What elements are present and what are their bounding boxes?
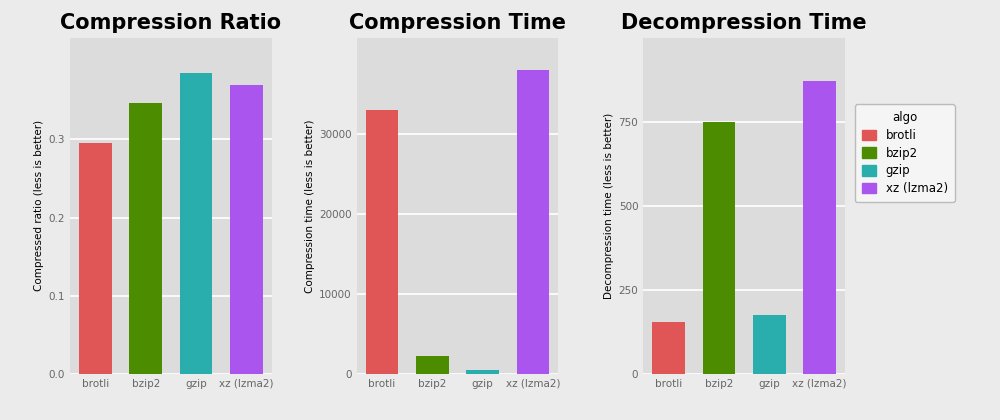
Bar [416,356,449,374]
Bar [79,142,112,374]
Bar [803,81,836,374]
Bar [180,73,212,374]
Bar [230,85,263,374]
Bar [129,103,162,374]
Y-axis label: Compressed ratio (less is better): Compressed ratio (less is better) [34,120,44,291]
Bar [466,370,499,374]
Title: Compression Ratio: Compression Ratio [60,13,281,34]
Title: Decompression Time: Decompression Time [621,13,867,34]
Bar [652,322,685,374]
Bar [703,122,735,374]
Y-axis label: Decompression time (less is better): Decompression time (less is better) [604,113,614,299]
Bar [366,110,398,374]
Legend: brotli, bzip2, gzip, xz (lzma2): brotli, bzip2, gzip, xz (lzma2) [855,104,955,202]
Bar [517,70,549,374]
Y-axis label: Compression time (less is better): Compression time (less is better) [305,119,315,293]
Title: Compression Time: Compression Time [349,13,566,34]
Bar [753,315,786,374]
